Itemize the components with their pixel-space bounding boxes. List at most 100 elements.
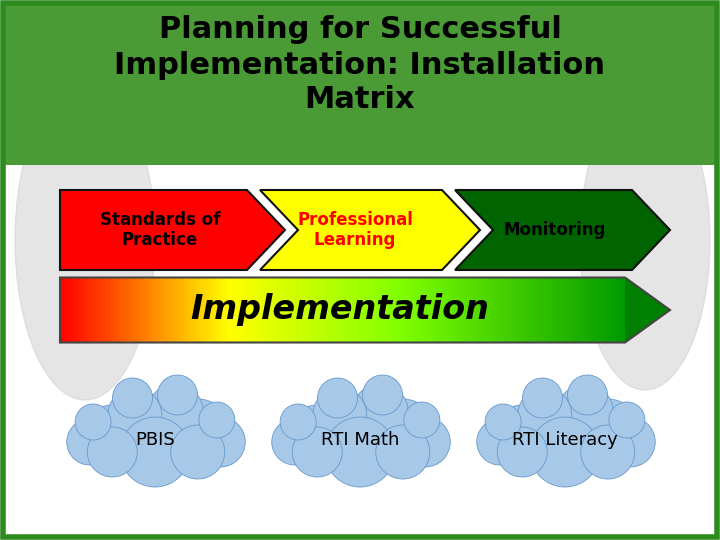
Bar — [243, 278, 246, 342]
Bar — [401, 278, 404, 342]
Bar — [288, 278, 291, 342]
Bar — [325, 278, 328, 342]
Circle shape — [404, 402, 440, 438]
Bar — [171, 278, 174, 342]
Bar — [402, 278, 405, 342]
Bar — [62, 278, 65, 342]
Bar — [600, 278, 603, 342]
Circle shape — [557, 384, 613, 440]
Bar — [508, 278, 511, 342]
Bar — [533, 278, 536, 342]
Circle shape — [199, 402, 235, 438]
Bar — [282, 278, 285, 342]
Bar — [77, 278, 80, 342]
Bar — [582, 278, 585, 342]
Circle shape — [400, 417, 450, 467]
Bar — [135, 278, 138, 342]
Bar — [416, 278, 419, 342]
Bar — [309, 278, 312, 342]
Bar — [222, 278, 225, 342]
Bar — [237, 278, 240, 342]
Bar — [318, 278, 321, 342]
Bar — [463, 278, 466, 342]
Bar — [186, 278, 189, 342]
Bar — [118, 278, 121, 342]
Bar — [469, 278, 472, 342]
Bar — [412, 278, 415, 342]
Circle shape — [352, 384, 408, 440]
Bar — [438, 278, 441, 342]
Bar — [474, 278, 477, 342]
Bar — [542, 278, 545, 342]
Bar — [397, 278, 400, 342]
Bar — [192, 278, 194, 342]
Bar — [254, 278, 257, 342]
Bar — [591, 278, 594, 342]
Bar — [276, 278, 279, 342]
Bar — [252, 278, 255, 342]
Circle shape — [158, 375, 197, 415]
Bar — [177, 278, 180, 342]
Bar — [505, 278, 508, 342]
Bar — [618, 278, 621, 342]
Bar — [220, 278, 223, 342]
Bar — [387, 278, 390, 342]
Bar — [344, 278, 347, 342]
Bar — [580, 278, 582, 342]
Bar — [593, 278, 596, 342]
Bar — [333, 278, 336, 342]
Bar — [363, 278, 366, 342]
Bar — [456, 278, 459, 342]
Bar — [392, 278, 395, 342]
Bar — [211, 278, 214, 342]
Bar — [621, 278, 624, 342]
Bar — [476, 278, 479, 342]
Bar — [235, 278, 238, 342]
Bar — [503, 278, 505, 342]
Bar — [426, 278, 428, 342]
Bar — [81, 278, 84, 342]
Bar — [224, 278, 227, 342]
Text: Monitoring: Monitoring — [504, 221, 606, 239]
Circle shape — [609, 402, 645, 438]
Bar — [557, 278, 560, 342]
Ellipse shape — [580, 90, 710, 390]
Bar — [109, 278, 112, 342]
Bar — [365, 278, 368, 342]
Bar — [588, 278, 590, 342]
Bar — [120, 278, 123, 342]
Bar — [451, 278, 454, 342]
Bar — [148, 278, 151, 342]
Circle shape — [67, 419, 113, 465]
Bar — [89, 278, 91, 342]
Bar — [450, 278, 453, 342]
Bar — [284, 278, 287, 342]
Circle shape — [606, 417, 655, 467]
Bar — [527, 278, 530, 342]
Bar — [377, 278, 379, 342]
Bar — [399, 278, 402, 342]
Bar — [92, 278, 95, 342]
Bar — [312, 278, 315, 342]
Bar — [335, 278, 338, 342]
Bar — [549, 278, 552, 342]
Bar — [506, 278, 509, 342]
Bar — [264, 278, 266, 342]
Bar — [613, 278, 616, 342]
Bar — [490, 278, 492, 342]
Text: Professional
Learning: Professional Learning — [297, 211, 413, 249]
Bar — [555, 278, 558, 342]
Bar — [196, 278, 199, 342]
Bar — [231, 278, 234, 342]
Bar — [73, 278, 76, 342]
Bar — [141, 278, 144, 342]
Bar — [478, 278, 481, 342]
Bar — [169, 278, 172, 342]
Bar — [194, 278, 197, 342]
Bar — [493, 278, 496, 342]
Circle shape — [581, 425, 635, 479]
Circle shape — [477, 419, 523, 465]
Circle shape — [567, 375, 608, 415]
Bar — [604, 278, 607, 342]
Polygon shape — [455, 190, 670, 270]
